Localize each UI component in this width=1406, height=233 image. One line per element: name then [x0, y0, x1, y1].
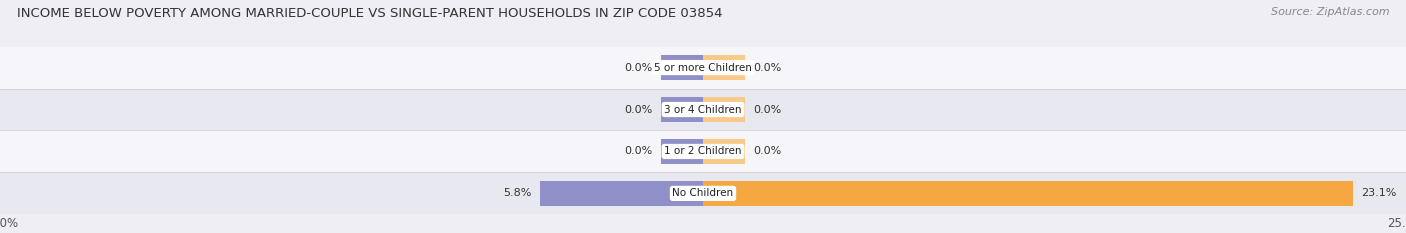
Bar [661, 55, 703, 80]
Bar [0, 89, 1406, 130]
Bar [0, 47, 1406, 89]
Bar [703, 139, 745, 164]
Bar [661, 139, 703, 164]
Bar [661, 97, 703, 122]
Text: No Children: No Children [672, 188, 734, 198]
Text: 3 or 4 Children: 3 or 4 Children [664, 105, 742, 114]
Text: 0.0%: 0.0% [754, 63, 782, 72]
Text: 0.0%: 0.0% [624, 63, 652, 72]
Bar [703, 181, 1353, 206]
Bar [540, 181, 703, 206]
Bar [0, 130, 1406, 172]
Bar [0, 172, 1406, 214]
Text: 0.0%: 0.0% [624, 147, 652, 156]
Text: 5 or more Children: 5 or more Children [654, 63, 752, 72]
Text: 0.0%: 0.0% [754, 147, 782, 156]
Text: Source: ZipAtlas.com: Source: ZipAtlas.com [1271, 7, 1389, 17]
Text: 23.1%: 23.1% [1361, 188, 1396, 198]
Text: INCOME BELOW POVERTY AMONG MARRIED-COUPLE VS SINGLE-PARENT HOUSEHOLDS IN ZIP COD: INCOME BELOW POVERTY AMONG MARRIED-COUPL… [17, 7, 723, 20]
Text: 1 or 2 Children: 1 or 2 Children [664, 147, 742, 156]
Bar [703, 55, 745, 80]
Text: 5.8%: 5.8% [503, 188, 531, 198]
Bar [703, 97, 745, 122]
Text: 0.0%: 0.0% [754, 105, 782, 114]
Text: 0.0%: 0.0% [624, 105, 652, 114]
